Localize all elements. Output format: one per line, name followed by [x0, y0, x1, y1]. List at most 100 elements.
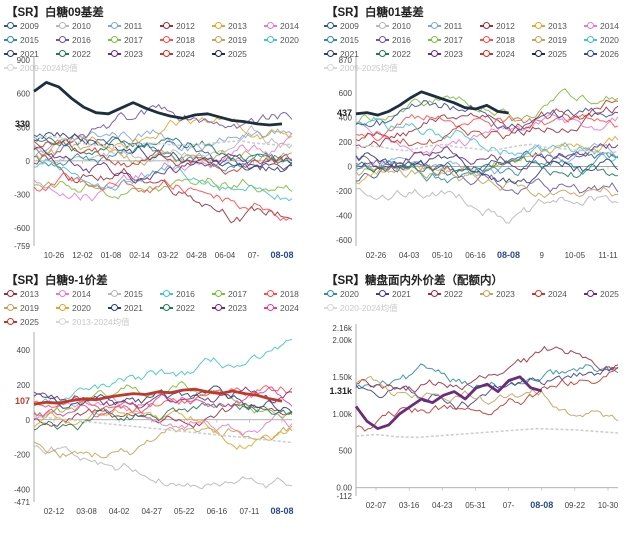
legend-item[interactable]: 2021 [108, 302, 160, 314]
legend-item[interactable]: 2019 [4, 302, 56, 314]
y-tick-label: 400 [17, 346, 31, 355]
legend-item[interactable]: 2021 [324, 48, 376, 60]
legend-item[interactable]: 2025 [212, 48, 264, 60]
x-tick-label: 07-11 [239, 507, 259, 516]
chart-panel-sr9-1-spread: -471 -400 -200 0 200 400 02-12 03-08 04-02 04-27 0… [0, 268, 318, 534]
legend-marker [108, 50, 121, 58]
legend-item[interactable]: 2014 [56, 288, 108, 300]
legend-item[interactable]: 2019 [532, 34, 584, 46]
legend-item[interactable]: 2022 [160, 302, 212, 314]
legend-item[interactable]: 2021 [4, 48, 56, 60]
legend-item[interactable]: 2022 [428, 288, 480, 300]
series-line-2019 [355, 164, 619, 199]
y-tick-label: 0 [26, 416, 31, 425]
legend-marker [212, 290, 225, 298]
legend-label: 2016 [176, 289, 195, 299]
legend-marker [160, 22, 173, 30]
legend-item[interactable]: 2009 [4, 20, 56, 32]
legend-item[interactable]: 2024 [480, 48, 532, 60]
series-line-2025 [33, 387, 283, 406]
legend-marker [584, 50, 597, 58]
x-tick-label: 03-22 [158, 251, 179, 260]
x-tick-label: 05-10 [432, 251, 453, 260]
legend-item[interactable]: 2018 [160, 34, 212, 46]
legend-item[interactable]: 2017 [212, 288, 264, 300]
legend-item[interactable]: 2026 [584, 48, 636, 60]
series-line-2024 [33, 137, 293, 175]
series-line-2024 [355, 366, 619, 432]
legend-item[interactable]: 2014 [264, 20, 316, 32]
y-tick-label: -112 [337, 492, 353, 501]
legend-item[interactable]: 2017 [428, 34, 480, 46]
legend-item[interactable]: 2022 [56, 48, 108, 60]
legend-item[interactable]: 2024 [160, 48, 212, 60]
legend-item[interactable]: 2013 [532, 20, 584, 32]
legend-item[interactable]: 2019 [212, 34, 264, 46]
y-tick-label: 1.00k [332, 410, 353, 419]
legend-item[interactable]: 2011 [108, 20, 160, 32]
legend-label: 2013-2024均值 [72, 317, 130, 327]
legend-item[interactable]: 2025 [4, 316, 56, 328]
legend-item[interactable]: 2020-2024均值 [324, 302, 428, 314]
legend-label: 2025 [228, 49, 247, 59]
legend-item[interactable]: 2014 [584, 20, 636, 32]
legend-item[interactable]: 2023 [212, 302, 264, 314]
legend-label: 2014 [280, 21, 299, 31]
legend-item[interactable]: 2009 [324, 20, 376, 32]
legend-item[interactable]: 2024 [264, 302, 316, 314]
legend-item[interactable]: 2009-2024均值 [4, 62, 108, 74]
x-tick-label: 08-08 [530, 500, 553, 510]
legend-item[interactable]: 2015 [324, 34, 376, 46]
legend-item[interactable]: 2010 [56, 20, 108, 32]
y-tick-label: 500 [339, 447, 353, 456]
y-tick-label: -600 [336, 236, 353, 245]
legend-item[interactable]: 2022 [376, 48, 428, 60]
x-tick-label: 04-28 [186, 251, 207, 260]
legend-item[interactable]: 2013 [212, 20, 264, 32]
legend-item[interactable]: 2016 [56, 34, 108, 46]
legend-item[interactable]: 2018 [264, 288, 316, 300]
legend-item[interactable]: 2025 [584, 288, 636, 300]
legend-item[interactable]: 2021 [376, 288, 428, 300]
legend-item[interactable]: 2020 [56, 302, 108, 314]
legend-label: 2021 [392, 289, 411, 299]
legend-item[interactable]: 2020 [324, 288, 376, 300]
legend-item[interactable]: 2012 [160, 20, 212, 32]
legend-item[interactable]: 2016 [160, 288, 212, 300]
legend-item[interactable]: 2015 [108, 288, 160, 300]
legend-item[interactable]: 2011 [428, 20, 480, 32]
legend-label: 2021 [340, 49, 359, 59]
legend-item[interactable]: 2023 [480, 288, 532, 300]
legend-item[interactable]: 2020 [264, 34, 316, 46]
legend-item[interactable]: 2012 [480, 20, 532, 32]
legend-marker [480, 50, 493, 58]
legend-label: 2022 [72, 49, 91, 59]
y-tick-label: 870 [339, 56, 353, 65]
x-tick-label: 09-22 [565, 501, 586, 510]
legend-item[interactable]: 2023 [108, 48, 160, 60]
legend-label: 2018 [496, 35, 515, 45]
legend-label: 2021 [20, 49, 39, 59]
legend-item[interactable]: 2009-2025均值 [324, 62, 428, 74]
legend-marker [376, 36, 389, 44]
legend-item[interactable]: 2015 [4, 34, 56, 46]
legend-item[interactable]: 2018 [480, 34, 532, 46]
legend-marker [160, 290, 173, 298]
chart-svg: -600 -400 -200 0 200 400 600 870 02-26 04-03 05-10… [336, 56, 619, 260]
legend-item[interactable]: 2013 [4, 288, 56, 300]
legend-item[interactable]: 2023 [428, 48, 480, 60]
legend-marker [584, 290, 597, 298]
legend-label: 2012 [176, 21, 195, 31]
chart-title: 【SR】糖盘面内外价差（配额内） [326, 275, 503, 287]
legend-item[interactable]: 2025 [532, 48, 584, 60]
chart-panel-sr-import-spread: -112 0.00 500 1.00k 1.50k 2.00k 2.16k 02-07 03-1… [320, 268, 638, 534]
legend-item[interactable]: 2024 [532, 288, 584, 300]
series-line-2015 [33, 142, 293, 172]
legend-item[interactable]: 2010 [376, 20, 428, 32]
legend-item[interactable]: 2016 [376, 34, 428, 46]
legend-item[interactable]: 2020 [584, 34, 636, 46]
legend-item[interactable]: 2013-2024均值 [56, 316, 160, 328]
legend-marker [428, 22, 441, 30]
legend-item[interactable]: 2017 [108, 34, 160, 46]
x-tick-label: 05-22 [174, 507, 195, 516]
